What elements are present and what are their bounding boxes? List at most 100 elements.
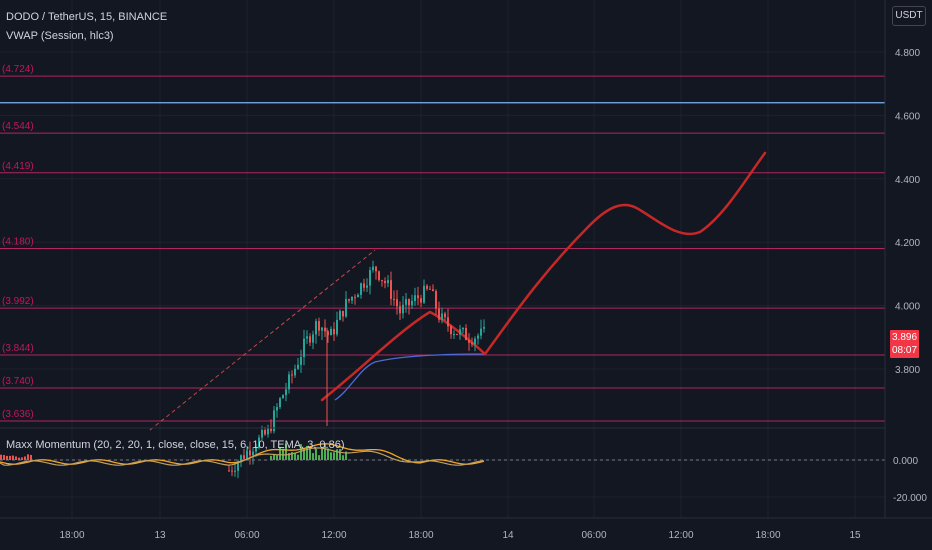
indicator-scale-label: -20.000 bbox=[893, 493, 927, 504]
candle-body bbox=[336, 319, 338, 335]
histogram-bar bbox=[294, 452, 296, 460]
histogram-bar bbox=[270, 455, 272, 460]
indicator-scale-label: 0.000 bbox=[893, 456, 918, 467]
candle-body bbox=[447, 317, 449, 327]
candle-body bbox=[381, 280, 383, 282]
histogram-bar bbox=[6, 455, 8, 460]
candle-body bbox=[393, 298, 395, 300]
level-label: (4.724) bbox=[2, 64, 34, 75]
level-label: (3.740) bbox=[2, 376, 34, 387]
candle-body bbox=[357, 294, 359, 298]
histogram-bar bbox=[324, 443, 326, 460]
candle-body bbox=[390, 280, 392, 299]
candle-body bbox=[417, 295, 419, 299]
candle-body bbox=[483, 327, 485, 329]
currency-button[interactable]: USDT bbox=[892, 6, 926, 26]
candle-body bbox=[306, 336, 308, 339]
histogram-bar bbox=[333, 452, 335, 460]
histogram-bar bbox=[300, 444, 302, 460]
candle-body bbox=[399, 306, 401, 314]
candle-body bbox=[438, 308, 440, 320]
momentum-indicator-pane bbox=[0, 443, 885, 466]
price-scale-label: 4.800 bbox=[895, 48, 920, 59]
candle-body bbox=[288, 374, 290, 390]
candle-body bbox=[453, 334, 455, 336]
candle-body bbox=[315, 321, 317, 335]
price-scale-label: 4.200 bbox=[895, 238, 920, 249]
level-label: (4.180) bbox=[2, 237, 34, 248]
candle-body bbox=[342, 310, 344, 317]
time-axis-label: 14 bbox=[502, 530, 514, 541]
candle-body bbox=[339, 310, 341, 320]
candle-body bbox=[387, 280, 389, 284]
vwap-legend[interactable]: VWAP (Session, hlc3) bbox=[6, 30, 114, 42]
histogram-bar bbox=[288, 453, 290, 460]
histogram-bar bbox=[330, 452, 332, 460]
candle-body bbox=[396, 299, 398, 307]
histogram-bar bbox=[309, 447, 311, 460]
histogram-bar bbox=[3, 455, 5, 460]
histogram-bar bbox=[297, 454, 299, 460]
candle-body bbox=[468, 339, 470, 343]
candle-body bbox=[258, 437, 260, 448]
chart-drawings bbox=[149, 151, 767, 431]
candle-body bbox=[456, 334, 458, 336]
level-label: (4.544) bbox=[2, 121, 34, 132]
candle-body bbox=[366, 285, 368, 288]
symbol-legend[interactable]: DODO / TetherUS, 15, BINANCE bbox=[6, 11, 168, 23]
candle-body bbox=[351, 296, 353, 301]
candle-body bbox=[426, 285, 428, 289]
horizontal-levels: (4.724) (4.544) (4.419) (4.180) (3.992) (3.84… bbox=[0, 64, 885, 422]
level-label: (3.992) bbox=[2, 296, 34, 307]
histogram-bar bbox=[285, 443, 287, 460]
candle-body bbox=[312, 334, 314, 343]
candle-body bbox=[384, 280, 386, 284]
candle-body bbox=[252, 451, 254, 456]
candle-body bbox=[231, 470, 233, 472]
candle-body bbox=[459, 329, 461, 335]
candle-body bbox=[435, 291, 437, 309]
histogram-bar bbox=[303, 448, 305, 460]
candle-body bbox=[444, 313, 446, 318]
candle-body bbox=[354, 296, 356, 298]
candle-body bbox=[297, 364, 299, 369]
candle-body bbox=[378, 271, 380, 281]
time-axis-label: 12:00 bbox=[668, 530, 693, 541]
histogram-bar bbox=[12, 455, 14, 460]
candle-body bbox=[471, 342, 473, 345]
histogram-bar bbox=[273, 454, 275, 460]
candle-body bbox=[375, 266, 377, 272]
candle-body bbox=[408, 299, 410, 306]
histogram-bar bbox=[321, 447, 323, 460]
candle-body bbox=[369, 270, 371, 286]
histogram-bar bbox=[276, 455, 278, 460]
candle-body bbox=[279, 398, 281, 407]
candle-body bbox=[330, 328, 332, 336]
histogram-bar bbox=[291, 452, 293, 460]
histogram-bar bbox=[0, 454, 2, 460]
candle-body bbox=[411, 300, 413, 306]
candle-body bbox=[462, 327, 464, 330]
candle-body bbox=[345, 299, 347, 317]
momentum-legend[interactable]: Maxx Momentum (20, 2, 20, 1, close, clos… bbox=[6, 439, 345, 451]
histogram-bar bbox=[345, 451, 347, 460]
candle-body bbox=[423, 285, 425, 303]
candle-body bbox=[429, 288, 431, 290]
candle-body bbox=[237, 462, 239, 471]
candle-body bbox=[321, 327, 323, 331]
candle-body bbox=[309, 336, 311, 343]
current-price: 3.896 bbox=[891, 332, 918, 343]
candle-body bbox=[432, 289, 434, 292]
candle-body bbox=[294, 368, 296, 376]
candle-body bbox=[255, 447, 257, 452]
time-axis-label: 18:00 bbox=[755, 530, 780, 541]
candle-body bbox=[348, 299, 350, 301]
time-axis-label: 18:00 bbox=[408, 530, 433, 541]
histogram-bar bbox=[9, 455, 11, 460]
histogram-bar bbox=[21, 457, 23, 460]
candle-body bbox=[228, 470, 230, 472]
candle-body bbox=[264, 429, 266, 435]
histogram-bar bbox=[30, 454, 32, 460]
candle-body bbox=[420, 298, 422, 303]
